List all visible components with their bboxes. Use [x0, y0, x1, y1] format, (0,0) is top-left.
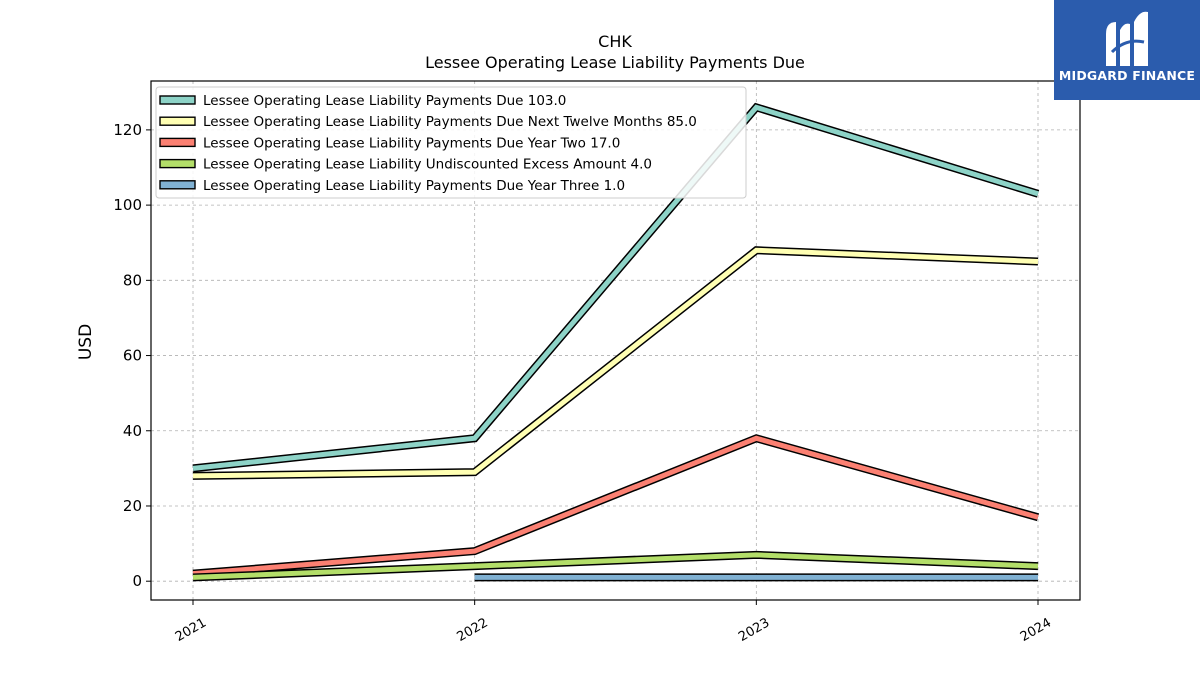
legend-swatch — [159, 158, 196, 169]
series-lines — [192, 102, 1040, 582]
chart-title: CHK — [598, 32, 632, 51]
series-line-4 — [192, 550, 1039, 582]
legend-label: Lessee Operating Lease Liability Undisco… — [203, 157, 652, 173]
y-tick-label: 60 — [123, 347, 142, 365]
legend-label: Lessee Operating Lease Liability Payment… — [203, 114, 697, 130]
series-stroke — [192, 435, 1039, 577]
plot-frame — [150, 80, 1081, 601]
legend-label: Lessee Operating Lease Liability Payment… — [203, 178, 625, 194]
chart-subtitle: Lessee Operating Lease Liability Payment… — [425, 53, 805, 72]
y-tick-label: 0 — [132, 572, 142, 590]
legend-box — [155, 86, 747, 199]
series-line-1 — [192, 102, 1040, 473]
x-axis: 2021 2022 2023 2024 — [173, 600, 1054, 645]
logo-mark-icon — [1106, 11, 1148, 67]
series-line-3 — [192, 434, 1040, 578]
y-tick-label: 20 — [123, 497, 142, 515]
y-tick-label: 40 — [123, 422, 142, 440]
x-tick-label: 2023 — [736, 615, 772, 645]
x-tick-label: 2022 — [455, 615, 491, 645]
legend: Lessee Operating Lease Liability Payment… — [155, 86, 747, 199]
legend-label: Lessee Operating Lease Liability Payment… — [203, 93, 566, 109]
series-stroke — [192, 552, 1039, 580]
legend-swatch — [159, 180, 196, 190]
series-stroke — [192, 104, 1039, 471]
y-axis-label: USD — [76, 324, 96, 360]
x-tick-label: 2024 — [1018, 615, 1054, 645]
y-axis: 0 20 40 60 80 100 120 — [113, 121, 151, 590]
midgard-finance-logo: MIDGARD FINANCE — [1054, 0, 1200, 100]
x-tick-label: 2021 — [173, 615, 209, 645]
legend-swatch — [159, 95, 196, 105]
series-line-2 — [192, 246, 1039, 480]
y-tick-label: 100 — [113, 196, 142, 214]
legend-swatch — [159, 116, 196, 126]
y-tick-label: 80 — [123, 271, 142, 289]
legend-label: Lessee Operating Lease Liability Payment… — [203, 135, 620, 151]
legend-swatch — [159, 137, 196, 148]
y-tick-label: 120 — [113, 121, 142, 139]
logo-text: MIDGARD FINANCE — [1058, 68, 1196, 83]
series-stroke — [192, 247, 1039, 479]
